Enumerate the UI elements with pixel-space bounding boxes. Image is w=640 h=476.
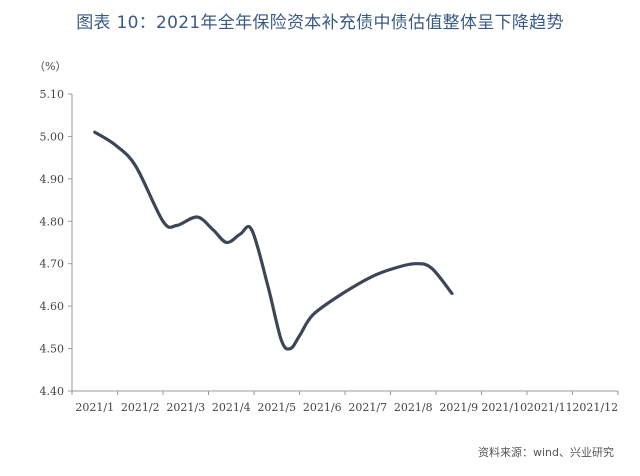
y-tick-label: 5.10 [40, 88, 65, 101]
y-axis-unit-label: （%） [34, 60, 67, 73]
x-tick-label: 2021/9 [439, 401, 478, 414]
x-tick-label: 2021/12 [572, 401, 618, 414]
series-line [93, 130, 454, 351]
x-tick-label: 2021/7 [348, 401, 387, 414]
y-tick-label: 5.00 [40, 130, 65, 143]
x-tick-label: 2021/8 [394, 401, 433, 414]
y-tick-label: 4.60 [40, 300, 65, 313]
y-tick-label: 4.40 [40, 385, 65, 398]
y-tick-label: 4.80 [40, 215, 65, 228]
x-tick-label: 2021/3 [166, 401, 205, 414]
y-tick-label: 4.50 [40, 343, 65, 356]
y-tick-label: 4.90 [40, 173, 65, 186]
x-tick-label: 2021/10 [481, 401, 527, 414]
x-tick-label: 2021/2 [121, 401, 160, 414]
x-tick-label: 2021/4 [212, 401, 251, 414]
y-tick-label: 4.70 [40, 258, 65, 271]
x-tick-label: 2021/5 [257, 401, 296, 414]
x-tick-label: 2021/6 [303, 401, 342, 414]
x-tick-label: 2021/1 [75, 401, 114, 414]
chart-title: 图表 10：2021年全年保险资本补充债中债估值整体呈下降趋势 [76, 13, 564, 33]
source-note: 资料来源：wind、兴业研究 [477, 446, 614, 459]
x-tick-label: 2021/11 [527, 401, 573, 414]
